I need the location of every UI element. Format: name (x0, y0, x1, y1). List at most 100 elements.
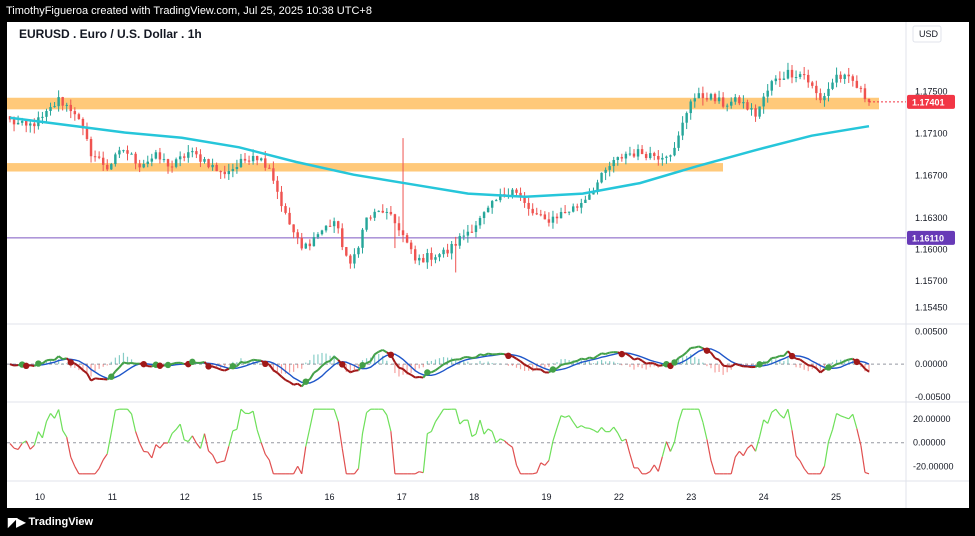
macd-cross-dot (788, 352, 796, 360)
macd-cross-dot (359, 361, 366, 369)
macd-line-segment (289, 381, 295, 386)
candle (377, 210, 380, 212)
candle (316, 234, 320, 238)
currency-button[interactable] (912, 25, 942, 43)
oscillator-segment (491, 431, 497, 443)
candle (268, 167, 271, 169)
candle (369, 217, 372, 219)
candle (207, 159, 210, 168)
candle (397, 223, 401, 231)
oscillator-segment (102, 453, 108, 461)
oscillator-segment (353, 468, 359, 475)
candle (790, 69, 794, 78)
macd-line-segment (832, 363, 838, 368)
macd-line-segment (487, 352, 493, 356)
macd-line-segment (308, 372, 315, 380)
oscillator-segment (135, 431, 141, 444)
candle (831, 82, 834, 89)
macd-line-segment (114, 366, 121, 373)
macd-cross-dot (205, 363, 212, 370)
candle (77, 114, 81, 119)
oscillator-segment (589, 427, 594, 431)
oscillator-segment (106, 432, 112, 455)
candle (162, 159, 166, 161)
oscillator-segment (45, 413, 52, 422)
candle (766, 90, 769, 97)
macd-line-segment (398, 366, 404, 370)
tradingview-logo-icon: ◤▶ (8, 515, 25, 529)
oscillator-segment (199, 433, 206, 449)
oscillator-segment (240, 408, 246, 414)
macd-cross-dot (262, 360, 269, 368)
tradingview-logo[interactable]: ◤▶ TradingView (8, 515, 93, 529)
candle (280, 191, 283, 207)
chart-frame[interactable]: EURUSD . Euro / U.S. Dollar . 1h USD 1.175… (7, 22, 969, 508)
oscillator-segment (734, 450, 740, 458)
candle (648, 153, 652, 159)
oscillator-segment (597, 427, 603, 433)
oscillator-segment (552, 427, 558, 442)
oscillator-segment (147, 451, 153, 459)
oscillator-segment (844, 416, 849, 420)
oscillator-segment (609, 426, 615, 433)
candle (486, 207, 490, 213)
candle (304, 243, 308, 249)
oscillator-segment (422, 433, 428, 473)
candle (867, 99, 871, 102)
candle (539, 214, 543, 216)
macd-line-segment (329, 355, 335, 362)
oscillator-segment (419, 471, 424, 474)
candle (389, 211, 393, 215)
candle (827, 88, 830, 97)
candle (183, 156, 186, 158)
oscillator-segment (702, 421, 708, 440)
candle (422, 257, 425, 263)
macd-line-segment (572, 359, 578, 363)
oscillator-segment (50, 412, 56, 419)
candle (405, 235, 409, 243)
oscillator-segment (840, 415, 845, 418)
macd-line-segment (62, 357, 67, 361)
candle (559, 211, 563, 219)
candle (85, 128, 89, 140)
candle (742, 102, 745, 104)
candle (349, 255, 352, 264)
oscillator-segment (795, 455, 801, 462)
oscillator-segment (532, 472, 537, 475)
macd-line-segment (811, 364, 817, 370)
candle (146, 161, 149, 165)
candle (235, 167, 239, 170)
candle (616, 157, 619, 160)
macd-line-segment (350, 369, 355, 374)
macd-line-segment (515, 357, 522, 363)
candle (65, 104, 68, 106)
chart-canvas[interactable]: EURUSD . Euro / U.S. Dollar . 1h USD 1.175… (7, 22, 969, 508)
oscillator-segment (831, 413, 838, 430)
macd-line-segment (637, 357, 643, 362)
macd-line-segment (479, 353, 485, 357)
oscillator-segment (127, 408, 133, 415)
macd-line-segment (678, 354, 684, 359)
candle (770, 81, 773, 91)
oscillator-segment (747, 444, 752, 449)
macd-line-segment (325, 359, 331, 364)
oscillator-segment (779, 414, 785, 419)
oscillator-segment (657, 456, 663, 472)
macd-cross-dot (618, 350, 626, 358)
macd-line-segment (641, 359, 647, 365)
macd-line-segment (775, 354, 781, 359)
macd-line-segment (694, 345, 700, 349)
macd-line-segment (467, 356, 473, 359)
candle (786, 69, 790, 79)
oscillator-segment (742, 447, 748, 456)
oscillator-segment (212, 454, 218, 464)
oscillator-segment (864, 471, 870, 475)
candle (409, 242, 413, 250)
candle (336, 221, 340, 229)
macd-line-segment (589, 356, 594, 360)
candle (199, 154, 202, 162)
oscillator-segment (536, 462, 542, 474)
oscillator-segment (629, 453, 635, 469)
candle (811, 82, 814, 86)
candle (215, 164, 218, 172)
